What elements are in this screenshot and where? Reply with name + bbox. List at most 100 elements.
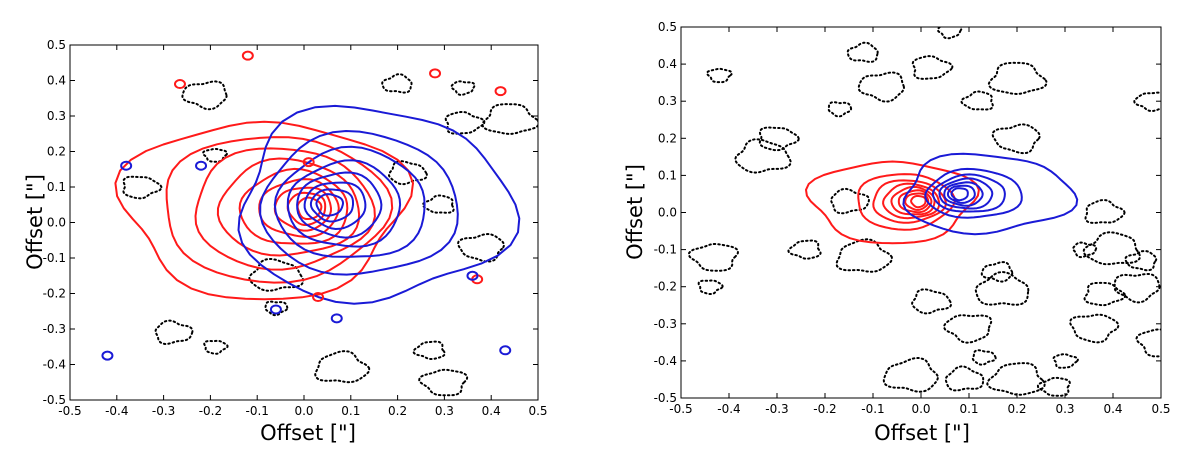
y-tick-label: 0.1	[47, 180, 66, 194]
y-tick-label: -0.3	[654, 317, 677, 331]
negative-contour	[456, 232, 506, 263]
right-y-axis-label: Offset ["]	[623, 164, 647, 260]
blue-contour-blob	[269, 304, 282, 315]
negative-contour	[1124, 249, 1158, 272]
red-contour-level	[857, 173, 956, 231]
negative-contour	[122, 175, 163, 200]
red-contour-blob	[173, 79, 186, 90]
negative-contour	[911, 55, 954, 80]
y-tick-label: 0.0	[658, 206, 677, 220]
x-tick-label: 0.2	[388, 404, 407, 418]
blue-contour-level	[315, 193, 344, 217]
red-contour-level	[114, 120, 414, 301]
blue-contour-level	[946, 184, 976, 204]
red-contour-blob	[494, 86, 507, 97]
negative-contour	[846, 41, 879, 63]
negative-contour	[481, 103, 538, 136]
negative-contour	[960, 90, 994, 111]
negative-contour	[418, 368, 469, 397]
y-tick-label: 0.0	[47, 216, 66, 230]
blue-contour-level	[309, 188, 354, 223]
blue-contour-level	[943, 181, 984, 207]
red-contour-level	[890, 185, 936, 216]
negative-contour	[944, 365, 985, 392]
negative-contour	[154, 319, 194, 346]
plot-area	[101, 50, 538, 397]
negative-contour	[1084, 198, 1126, 224]
negative-contour	[1113, 273, 1161, 304]
blue-contour-level	[902, 152, 1079, 236]
negative-contour	[705, 67, 733, 84]
y-tick-label: -0.4	[654, 354, 677, 368]
y-tick-label: -0.5	[43, 393, 66, 407]
negative-contour	[203, 339, 229, 355]
y-tick-label: 0.5	[47, 38, 66, 52]
negative-contour	[971, 349, 997, 366]
negative-contour	[827, 101, 853, 118]
x-tick-label: 0.4	[1103, 402, 1122, 416]
negative-contour	[264, 300, 289, 317]
blue-contour-level	[950, 187, 969, 202]
red-contour-blob	[312, 292, 325, 303]
negative-contour	[1052, 353, 1079, 369]
x-tick-label: 0.3	[435, 404, 454, 418]
blue-contour-blob	[120, 160, 133, 171]
blue-contour-level	[237, 104, 521, 305]
red-contour-level	[194, 147, 376, 271]
y-tick-label: -0.2	[43, 287, 66, 301]
negative-contour	[1133, 91, 1161, 113]
negative-contour	[314, 350, 371, 384]
blue-contour-level	[938, 177, 994, 210]
blue-contour-level	[931, 173, 1006, 213]
red-contour-blob	[241, 50, 254, 61]
y-tick-label: -0.2	[654, 280, 677, 294]
negative-contour	[987, 61, 1048, 96]
negative-contour	[882, 356, 939, 393]
x-tick-label: 0.1	[959, 402, 978, 416]
y-tick-label: 0.2	[47, 145, 66, 159]
x-tick-label: -0.4	[717, 402, 740, 416]
x-tick-label: 0.2	[1007, 402, 1026, 416]
negative-contour	[734, 138, 792, 174]
negative-contour	[1068, 313, 1120, 344]
negative-contour	[697, 279, 724, 295]
x-tick-label: 0.3	[1055, 402, 1074, 416]
x-tick-label: -0.3	[765, 402, 788, 416]
red-contour-level	[805, 160, 980, 245]
blue-contour-level	[286, 159, 402, 248]
y-tick-label: 0.3	[47, 109, 66, 123]
negative-contour	[857, 71, 906, 103]
x-tick-label: -0.2	[199, 404, 222, 418]
red-contour-level	[872, 179, 947, 224]
y-tick-label: 0.3	[658, 94, 677, 108]
blue-contour-level	[259, 130, 459, 276]
plot-area	[687, 27, 1161, 397]
right-x-axis-label: Offset ["]	[874, 421, 970, 445]
negative-contour	[980, 261, 1014, 283]
blue-contour-blob	[330, 313, 343, 324]
negative-contour	[388, 160, 429, 186]
blue-contour-level	[273, 145, 426, 258]
x-tick-label: -0.2	[813, 402, 836, 416]
negative-contour	[991, 123, 1041, 155]
y-tick-label: -0.5	[654, 391, 677, 405]
negative-contour	[835, 238, 894, 273]
red-contour-level	[882, 182, 941, 220]
negative-contour	[421, 194, 455, 214]
red-contour-level	[258, 178, 340, 238]
blue-contour-blob	[195, 160, 208, 171]
red-contour-blob	[429, 68, 442, 79]
negative-contour	[181, 80, 228, 111]
x-tick-label: -0.4	[105, 404, 128, 418]
x-tick-label: -0.5	[669, 402, 692, 416]
negative-contour	[758, 126, 800, 152]
x-tick-label: 0.0	[294, 404, 313, 418]
negative-contour	[787, 239, 822, 260]
left-y-axis-label: Offset ["]	[23, 174, 47, 270]
negative-contour	[1135, 328, 1161, 358]
red-contour-level	[897, 189, 933, 214]
blue-contour-blob	[499, 345, 512, 356]
x-tick-label: 0.5	[528, 404, 547, 418]
negative-contour	[1072, 241, 1098, 259]
